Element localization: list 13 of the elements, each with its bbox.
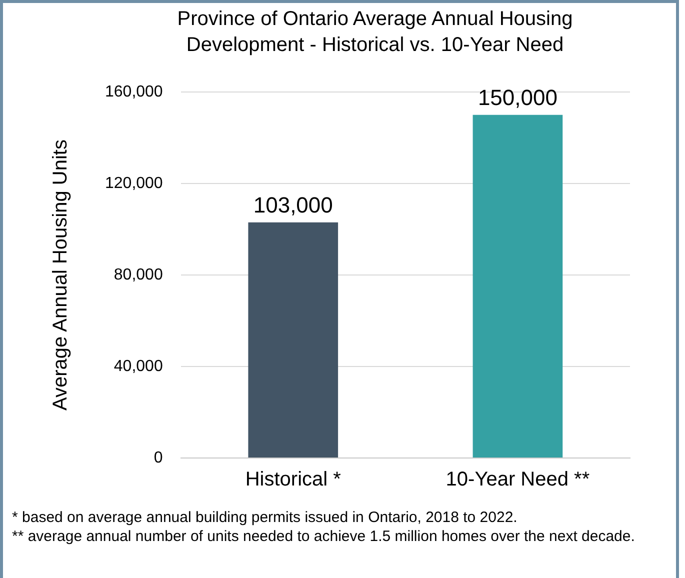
data-label: 150,000 <box>478 84 558 110</box>
text: ** average annual number of units needed to achieve 1.5 million homes over the next decade. <box>12 527 636 546</box>
text: * based on average annual building permits issued in Ontario, 2018 to 2022. <box>12 508 518 527</box>
y-tick-label: 0 <box>154 449 163 466</box>
chart-title: Province of Ontario Average Annual Housing Development - Historical vs. 10-Year Need <box>176 7 574 58</box>
y-tick-label: 120,000 <box>104 174 163 192</box>
data-label: 103,000 <box>253 192 333 218</box>
x-tick-label: 10-Year Need ** <box>446 468 590 491</box>
y-tick-label: 80,000 <box>114 266 163 284</box>
y-axis-title: Average Annual Housing Units <box>50 140 72 410</box>
y-tick-label: 160,000 <box>104 83 163 100</box>
x-tick-label: Historical * <box>245 468 342 491</box>
y-tick-label: 40,000 <box>114 358 163 375</box>
